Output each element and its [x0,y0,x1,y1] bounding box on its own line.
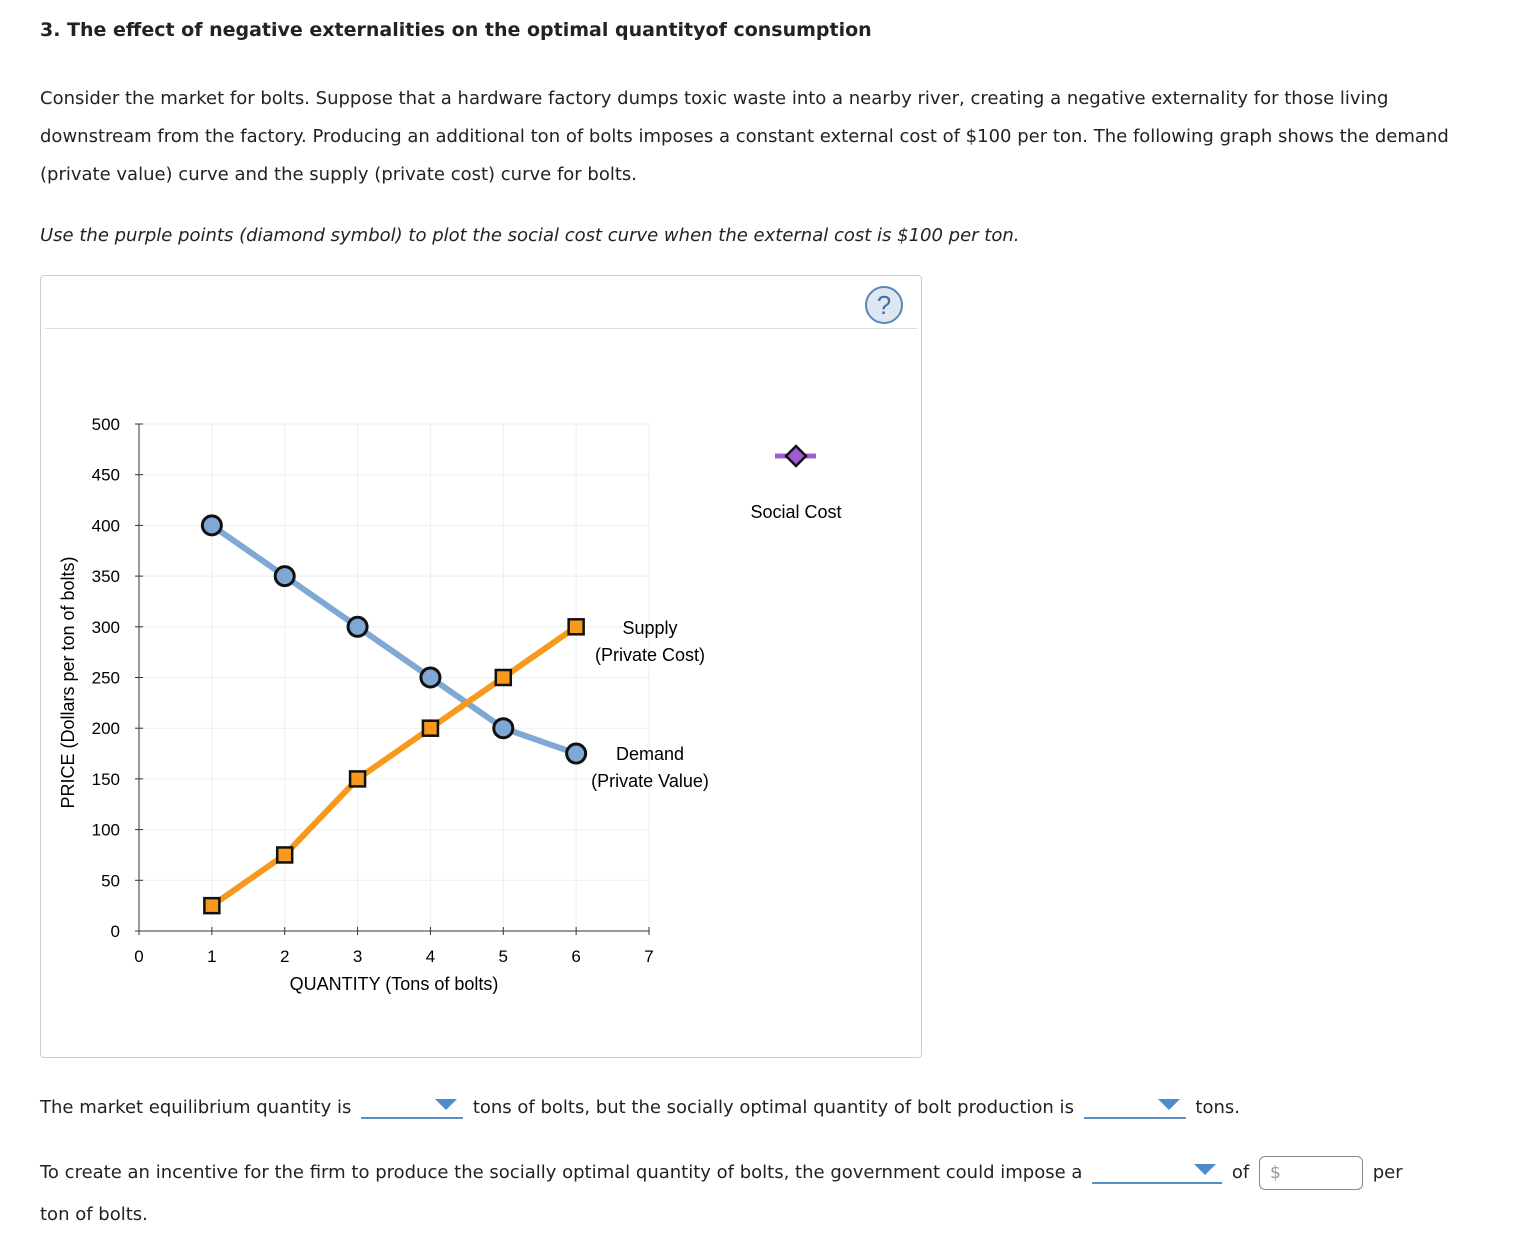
question-1: The market equilibrium quantity is tons … [40,1095,1240,1119]
q2-text-of: of [1231,1162,1250,1183]
x-tick-label: 4 [426,947,435,966]
optimal-quantity-dropdown[interactable] [1083,1095,1186,1119]
x-tick-label: 7 [644,947,653,966]
y-tick-label: 50 [101,871,120,890]
y-tick-label: 350 [92,567,120,586]
q1-text-before: The market equilibrium quantity is [40,1097,352,1118]
chevron-down-icon [435,1099,458,1110]
series-label: Demand [616,744,684,764]
x-tick-label: 0 [134,947,143,966]
y-tick-label: 400 [92,516,120,535]
q1-text-after: tons. [1195,1097,1240,1118]
demand-point [492,717,515,740]
demand-point [346,615,369,638]
amount-input[interactable] [1285,1161,1360,1187]
x-tick-label: 1 [207,947,216,966]
supply-point [421,719,440,737]
question-2: To create an incentive for the firm to p… [40,1156,1403,1190]
x-tick-label: 3 [353,947,362,966]
supply-point [567,618,585,636]
y-tick-label: 200 [92,719,120,738]
supply-point [203,896,221,915]
demand-point [273,565,296,588]
y-tick-label: 250 [92,669,120,688]
y-axis-label: PRICE (Dollars per ton of bolts) [58,556,78,808]
y-tick-label: 450 [92,466,120,485]
y-tick-label: 100 [92,821,120,840]
supply-point [275,846,294,864]
y-tick-label: 500 [92,415,120,434]
series-label: Supply [622,618,677,638]
instruction-text: Use the purple points (diamond symbol) t… [40,225,1020,246]
q2-text-after: per [1372,1162,1403,1183]
chevron-down-icon [1157,1099,1180,1110]
diamond-icon[interactable] [784,444,808,468]
supply-point [494,668,513,687]
q2-wrap-text: ton of bolts. [40,1204,148,1225]
y-tick-label: 300 [92,618,120,637]
q1-text-middle: tons of bolts, but the socially optimal … [472,1097,1074,1118]
divider [45,328,917,329]
x-tick-label: 5 [499,947,508,966]
series-label: (Private Cost) [595,645,705,665]
series-label: (Private Value) [591,771,709,791]
equilibrium-quantity-dropdown[interactable] [361,1095,464,1119]
x-tick-label: 6 [571,947,580,966]
demand-point [565,742,588,765]
question-mark-icon[interactable]: ? [865,286,903,324]
y-tick-label: 150 [92,770,120,789]
question-title: 3. The effect of negative externalities … [40,19,872,41]
graph-panel: ? [40,275,922,1058]
x-axis-label: QUANTITY (Tons of bolts) [290,974,499,994]
currency-symbol: $ [1269,1163,1281,1183]
q2-text-before: To create an incentive for the firm to p… [40,1162,1083,1183]
y-tick-label: 0 [111,922,120,941]
x-tick-label: 2 [280,947,289,966]
demand-point [419,666,442,689]
social-cost-tool-label: Social Cost [750,502,841,522]
chevron-down-icon [1194,1164,1217,1175]
policy-type-dropdown[interactable] [1092,1160,1223,1184]
demand-point [200,514,223,537]
intro-paragraph: Consider the market for bolts. Suppose t… [40,88,1449,185]
amount-input-box: $ [1258,1156,1363,1190]
series-line [210,624,578,909]
series-line [210,522,578,757]
supply-point [348,770,367,788]
